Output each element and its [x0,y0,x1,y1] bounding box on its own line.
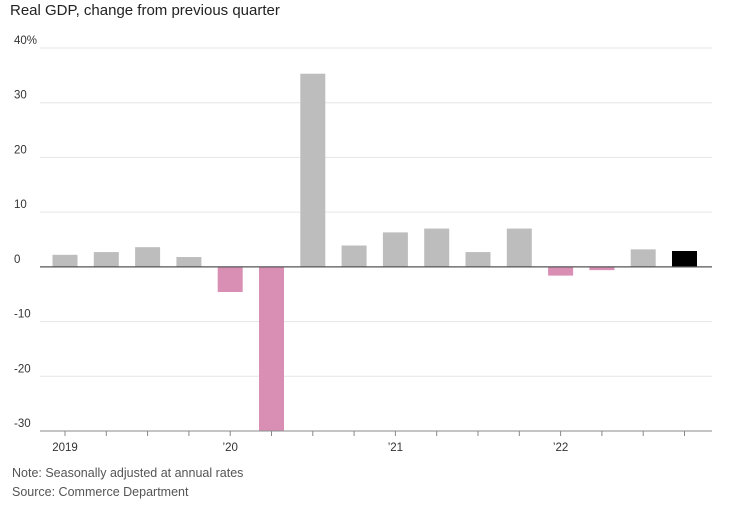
bar [135,247,161,267]
note-text: Note: Seasonally adjusted at annual rate… [12,466,244,480]
bar [506,228,532,267]
x-tick-label: 2019 [52,442,78,454]
bar [589,266,615,271]
y-tick-label: 30 [14,90,27,102]
y-tick-label: 10 [14,199,27,211]
bars [52,73,697,431]
bar [259,266,284,431]
x-tick-label: ’20 [223,442,238,454]
bar [382,232,408,267]
grid-lines [40,47,712,432]
y-tick-label: -10 [14,309,31,321]
x-axis: 2019 ’20 ’21 ’22 [40,266,712,454]
bar [672,250,697,267]
bar [630,249,656,267]
bar [465,252,491,267]
bar [300,73,326,267]
chart-title: Real GDP, change from previous quarter [10,2,280,19]
y-tick-label: 40% [14,35,37,47]
bar [217,266,243,293]
source-text: Source: Commerce Department [12,485,189,499]
bar [52,254,78,267]
y-axis-labels: 40% 30 20 10 0 -10 -20 -30 [14,35,37,430]
bar [548,266,574,276]
bar [176,257,202,267]
y-tick-label: -30 [14,418,31,430]
bar [341,245,367,267]
y-tick-label: 20 [14,144,27,156]
x-tick-label: ’21 [388,442,403,454]
y-tick-label: -20 [14,363,31,375]
bar [424,228,450,267]
y-tick-label: 0 [14,254,20,266]
x-tick-label: ’22 [553,442,568,454]
bar [93,252,119,267]
